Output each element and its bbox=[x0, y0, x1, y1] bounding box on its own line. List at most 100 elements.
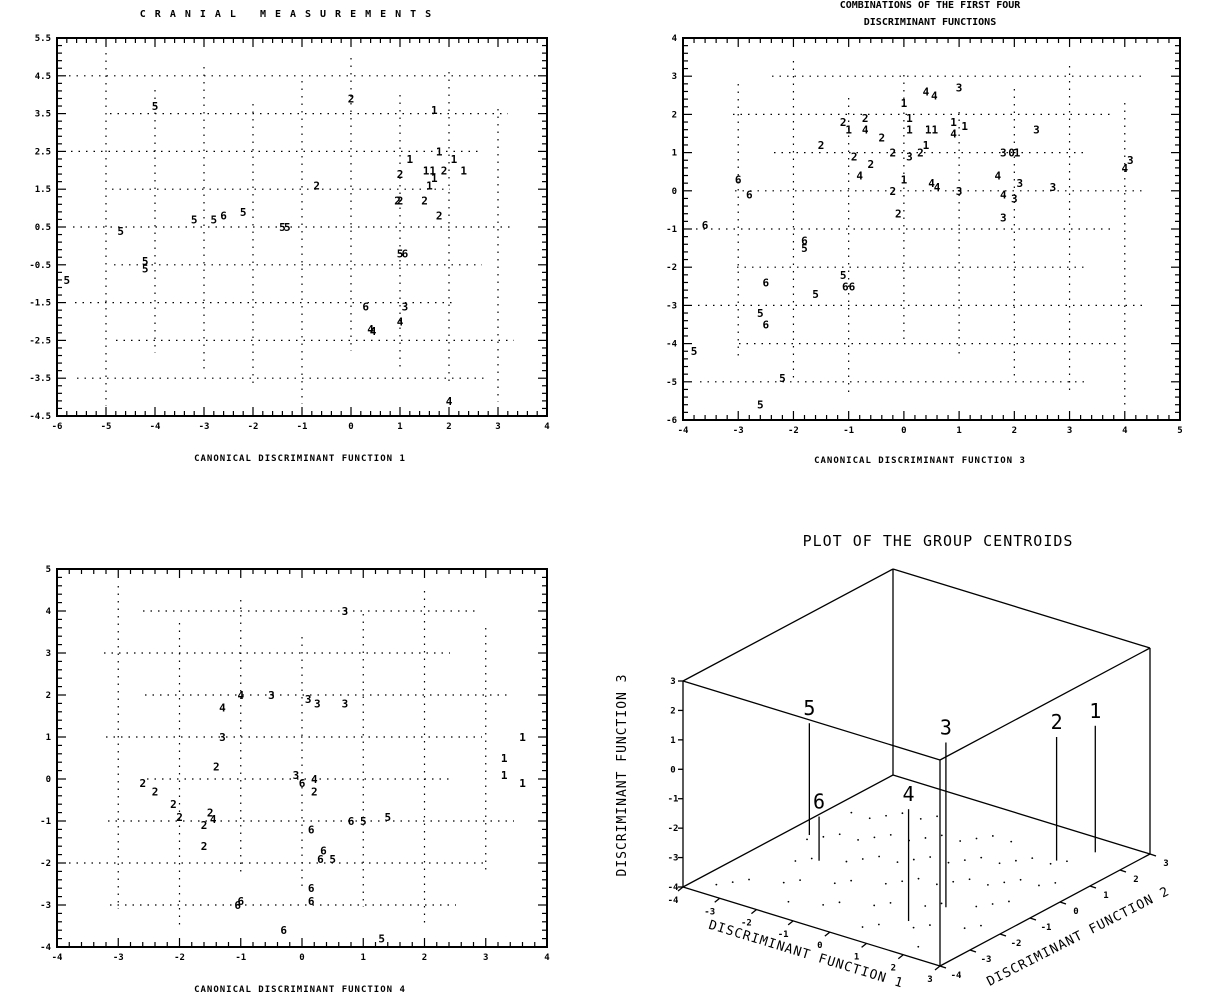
data-point-group-1: 1 bbox=[950, 116, 957, 129]
y-tick-label: 4.5 bbox=[35, 72, 51, 82]
y-tick-mark bbox=[1059, 901, 1067, 905]
data-point-group-2: 2 bbox=[213, 760, 220, 773]
data-point-group-2: 2 bbox=[176, 811, 183, 824]
z-axis-label: DISCRIMINANT FUNCTION 3 bbox=[615, 673, 630, 876]
y-tick-label: 0 bbox=[1073, 907, 1078, 917]
data-point-group-2: 2 bbox=[170, 798, 177, 811]
x-tick-mark bbox=[787, 920, 794, 926]
panel-2-xlabel: CANONICAL DISCRIMINANT FUNCTION 3 bbox=[814, 456, 1026, 466]
data-point-group-4: 4 bbox=[950, 128, 957, 141]
data-point-group-4: 4 bbox=[862, 124, 869, 137]
floor-dot bbox=[861, 926, 864, 928]
floor-dot bbox=[1031, 857, 1034, 860]
panel-1-title: CRANIAL MEASUREMENTS bbox=[140, 9, 440, 20]
floor-dot bbox=[952, 880, 955, 883]
data-point-group-5: 5 bbox=[240, 206, 247, 219]
floor-dot bbox=[799, 879, 801, 882]
y-tick-label: -3.5 bbox=[29, 374, 51, 384]
floor-dot bbox=[924, 837, 927, 839]
x-tick-label: -4 bbox=[150, 422, 161, 432]
x-tick-label: -2 bbox=[788, 426, 799, 436]
y-tick-label: -4 bbox=[951, 971, 962, 981]
data-point-group-2: 2 bbox=[201, 840, 208, 853]
panel-2-subtitle: DISCRIMINANT FUNCTIONS bbox=[864, 17, 996, 28]
data-point-group-1: 1 bbox=[501, 752, 508, 765]
data-point-group-4: 4 bbox=[1121, 162, 1128, 175]
box-edge bbox=[682, 680, 941, 761]
x-tick-mark bbox=[861, 942, 867, 948]
x-tick-mark bbox=[677, 886, 684, 892]
centroid-label-5: 5 bbox=[803, 696, 815, 720]
x-tick-label: -1 bbox=[235, 953, 246, 963]
x-tick-label: 2 bbox=[422, 953, 427, 963]
x-tick-label: 2 bbox=[446, 422, 451, 432]
floor-dot bbox=[912, 858, 915, 861]
data-point-group-6: 6 bbox=[317, 853, 324, 866]
data-point-group-4: 4 bbox=[219, 702, 226, 715]
data-point-group-2: 2 bbox=[862, 112, 869, 125]
x-tick-label: 0 bbox=[348, 422, 353, 432]
floor-dot bbox=[1003, 881, 1006, 884]
y-tick-label: -5 bbox=[666, 378, 677, 388]
data-point-group-3: 3 bbox=[1017, 177, 1024, 190]
data-point-group-5: 5 bbox=[360, 815, 367, 828]
x-tick-label: -2 bbox=[741, 919, 752, 929]
data-point-group-6: 6 bbox=[220, 210, 227, 223]
data-point-group-6: 6 bbox=[280, 924, 287, 937]
y-tick-label: 2 bbox=[672, 110, 677, 120]
y-tick-label: 5 bbox=[46, 565, 51, 575]
data-point-group-2: 2 bbox=[311, 786, 318, 799]
data-point-group-5: 5 bbox=[384, 811, 391, 824]
scatter-panel-2: COMBINATIONS OF THE FIRST FOUR DISCRIMIN… bbox=[666, 0, 1183, 466]
floor-dot bbox=[987, 883, 989, 886]
floor-dot bbox=[822, 903, 825, 906]
data-point-group-6: 6 bbox=[299, 777, 306, 790]
floor-dot bbox=[873, 904, 876, 907]
data-point-group-0: 0 bbox=[1008, 147, 1015, 160]
y-tick-mark bbox=[1029, 917, 1037, 921]
data-point-group-3: 3 bbox=[268, 689, 275, 702]
floor-dot bbox=[782, 881, 785, 884]
data-point-group-4: 4 bbox=[1000, 189, 1007, 202]
y-tick-label: 3.5 bbox=[35, 110, 51, 120]
floor-dot bbox=[889, 833, 892, 836]
data-point-group-4: 4 bbox=[397, 316, 404, 329]
y-tick-label: 0 bbox=[672, 187, 677, 197]
data-point-group-6: 6 bbox=[763, 319, 770, 332]
data-point-group-5: 5 bbox=[191, 213, 198, 226]
floor-dot bbox=[1010, 840, 1013, 843]
y-tick-label: 5.5 bbox=[35, 34, 51, 44]
data-point-group-5: 5 bbox=[779, 372, 786, 385]
floor-dot bbox=[857, 839, 859, 841]
data-point-group-5: 5 bbox=[279, 221, 286, 234]
data-point-group-3: 3 bbox=[1000, 147, 1007, 160]
data-point-group-5: 5 bbox=[210, 213, 217, 226]
data-point-group-5: 5 bbox=[840, 269, 847, 282]
data-point-group-5: 5 bbox=[757, 307, 764, 320]
x-tick-label: -4 bbox=[668, 896, 679, 906]
x-tick-label: -1 bbox=[843, 426, 854, 436]
z-tick-label: 0 bbox=[670, 765, 675, 775]
floor-dot bbox=[929, 856, 932, 858]
data-point-group-2: 2 bbox=[152, 786, 159, 799]
data-point-group-5: 5 bbox=[691, 345, 698, 358]
data-point-group-2: 2 bbox=[348, 92, 355, 105]
floor-dot bbox=[1019, 878, 1022, 881]
floor-dot bbox=[1054, 882, 1057, 884]
scatter-panel-1: CRANIAL MEASUREMENTS CANONICAL DISCRIMIN… bbox=[29, 9, 550, 464]
floor-dot bbox=[901, 880, 904, 883]
y-tick-label: 4 bbox=[46, 607, 52, 617]
y-tick-mark bbox=[999, 933, 1007, 937]
data-point-group-4: 4 bbox=[446, 395, 453, 408]
floor-dot bbox=[963, 927, 966, 930]
floor-dot bbox=[975, 905, 978, 908]
floor-dot bbox=[838, 833, 841, 836]
x-tick-label: 4 bbox=[544, 422, 550, 432]
data-point-group-2: 2 bbox=[878, 131, 885, 144]
z-tick-label: -4 bbox=[668, 883, 679, 893]
data-point-group-4: 4 bbox=[210, 813, 217, 826]
data-point-group-2: 2 bbox=[917, 147, 924, 160]
x-tick-label: -2 bbox=[174, 953, 185, 963]
data-point-group-4: 4 bbox=[856, 170, 863, 183]
data-point-group-1: 1 bbox=[406, 153, 413, 166]
